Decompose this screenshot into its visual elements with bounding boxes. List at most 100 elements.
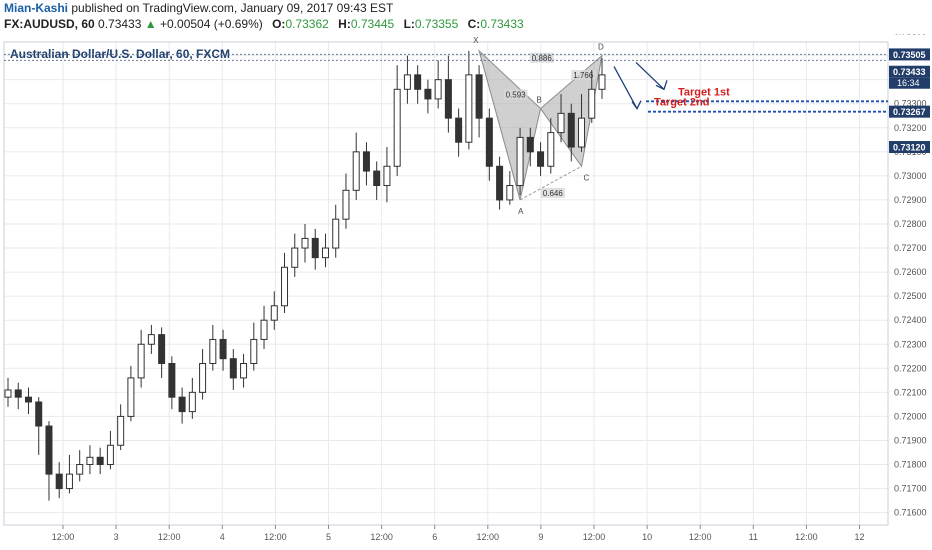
time-tick-label: 12 bbox=[854, 532, 864, 542]
candle-body bbox=[537, 151, 545, 167]
chart-header: Mian-Kashi published on TradingView.com,… bbox=[4, 0, 928, 34]
time-tick-label: 11 bbox=[749, 532, 758, 542]
candle-body bbox=[332, 218, 340, 249]
price-tag-target-2nd: 0.73267 bbox=[893, 107, 926, 117]
price-tag-current: 0.73433 bbox=[893, 67, 926, 77]
open-label: O: bbox=[272, 17, 286, 31]
change-value: +0.00504 (+0.69%) bbox=[160, 17, 263, 31]
price-tick-label: 0.72000 bbox=[894, 411, 927, 421]
candle-body bbox=[424, 88, 432, 100]
candle-body bbox=[147, 334, 155, 345]
candle-body bbox=[250, 338, 258, 364]
candle-body bbox=[168, 362, 176, 398]
candle-body bbox=[516, 136, 524, 187]
candles-layer bbox=[4, 50, 606, 501]
low-label: L: bbox=[403, 17, 415, 31]
price-tick-label: 0.72900 bbox=[894, 195, 927, 205]
price-tag-cursor-bg bbox=[889, 141, 930, 154]
candle-body bbox=[578, 117, 586, 148]
candle-body bbox=[86, 456, 94, 466]
price-axis[interactable]: 0.736000.735000.734000.733000.732000.731… bbox=[889, 34, 930, 518]
arrow-target-2nd bbox=[613, 66, 638, 109]
candle-body bbox=[465, 74, 473, 143]
candle-body bbox=[321, 247, 329, 259]
pattern-ratio-bg bbox=[529, 52, 554, 63]
candle-body bbox=[547, 132, 555, 167]
price-chart[interactable]: Australian Dollar/U.S. Dollar, 60, FXCM … bbox=[0, 34, 932, 550]
time-tick-label: 12:00 bbox=[689, 532, 712, 542]
price-tag-resistance: 0.73505 bbox=[893, 50, 926, 60]
candle-body bbox=[240, 362, 248, 379]
candle-body bbox=[342, 189, 350, 220]
target-2nd-label: Target 2nd bbox=[654, 97, 709, 109]
candle-body bbox=[158, 334, 166, 364]
publish-info: published on TradingView.com, January 09… bbox=[71, 1, 394, 15]
time-tick-label: 9 bbox=[538, 532, 543, 542]
price-tick-label: 0.72500 bbox=[894, 291, 927, 301]
price-tag-cursor: 0.73120 bbox=[893, 143, 926, 153]
price-tag-current-extra: 16:34 bbox=[897, 78, 920, 88]
pattern-ratio-label: 0.646 bbox=[543, 189, 564, 198]
candle-body bbox=[352, 151, 360, 191]
price-tick-label: 0.72300 bbox=[894, 339, 927, 349]
candle-body bbox=[373, 170, 381, 187]
time-tick-label: 3 bbox=[114, 532, 119, 542]
time-tick-label: 12:00 bbox=[158, 532, 181, 542]
candle-body bbox=[127, 377, 135, 417]
candle-body bbox=[188, 391, 196, 413]
candle-body bbox=[178, 396, 186, 413]
candle-body bbox=[137, 343, 145, 379]
price-tick-label: 0.71800 bbox=[894, 460, 927, 470]
candle-body bbox=[281, 266, 289, 307]
low-value: 0.73355 bbox=[414, 17, 459, 31]
price-tick-label: 0.72400 bbox=[894, 315, 927, 325]
price-tick-label: 0.71600 bbox=[894, 508, 927, 518]
candle-body bbox=[383, 165, 391, 187]
arrow-target-1st bbox=[635, 61, 665, 90]
high-value: 0.73445 bbox=[350, 17, 395, 31]
pattern-point-c: C bbox=[584, 173, 590, 182]
publish-line: Mian-Kashi published on TradingView.com,… bbox=[4, 0, 928, 16]
candle-body bbox=[434, 79, 442, 100]
candle-body bbox=[362, 151, 370, 172]
candle-body bbox=[219, 338, 227, 360]
pattern-ac-line bbox=[519, 165, 582, 201]
price-tick-label: 0.72700 bbox=[894, 243, 927, 253]
candle-body bbox=[106, 444, 114, 466]
symbol-label: FX:AUDUSD, 60 bbox=[4, 17, 95, 31]
close-label: C: bbox=[467, 17, 481, 31]
candle-body bbox=[598, 74, 606, 90]
price-tick-label: 0.72200 bbox=[894, 363, 927, 373]
price-tick-label: 0.71700 bbox=[894, 484, 927, 494]
price-tick-label: 0.72600 bbox=[894, 267, 927, 277]
price-tick-label: 0.72800 bbox=[894, 219, 927, 229]
pattern-point-x: X bbox=[473, 36, 479, 45]
price-tag-current-bg bbox=[889, 65, 930, 78]
price-tag-resistance-bg bbox=[889, 48, 930, 61]
change-arrow-icon: ▲ bbox=[144, 17, 157, 31]
candle-body bbox=[260, 319, 268, 340]
candle-body bbox=[301, 237, 309, 249]
candle-body bbox=[557, 112, 565, 134]
author-link[interactable]: Mian-Kashi bbox=[4, 1, 69, 15]
time-tick-label: 12:00 bbox=[52, 532, 75, 542]
candle-body bbox=[24, 396, 32, 403]
arrow-head-1st-icon bbox=[655, 80, 668, 91]
candle-body bbox=[35, 401, 43, 427]
time-axis[interactable]: 12:00 3 12:00 4 12:00 5 12:00 6 12:00 9 12:00 10 12:… bbox=[52, 525, 865, 542]
time-tick-label: 12:00 bbox=[583, 532, 606, 542]
time-tick-label: 12:00 bbox=[477, 532, 500, 542]
arrow-head-2nd-icon bbox=[631, 100, 642, 110]
ohlc-line: FX:AUDUSD, 60 0.73433 ▲ +0.00504 (+0.69%… bbox=[4, 16, 928, 32]
candle-body bbox=[270, 305, 278, 321]
price-tag-current-extra-bg bbox=[889, 77, 930, 89]
pattern-point-d: D bbox=[598, 43, 604, 52]
candle-body bbox=[4, 389, 12, 398]
pattern-ratio-bg bbox=[503, 89, 528, 100]
open-value: 0.73362 bbox=[285, 17, 329, 31]
pattern-ratio-label: 1.766 bbox=[573, 71, 594, 80]
pattern-ratio-bg bbox=[540, 187, 565, 198]
last-price: 0.73433 bbox=[98, 17, 142, 31]
candle-body bbox=[414, 74, 422, 90]
chart-grid bbox=[4, 42, 888, 525]
